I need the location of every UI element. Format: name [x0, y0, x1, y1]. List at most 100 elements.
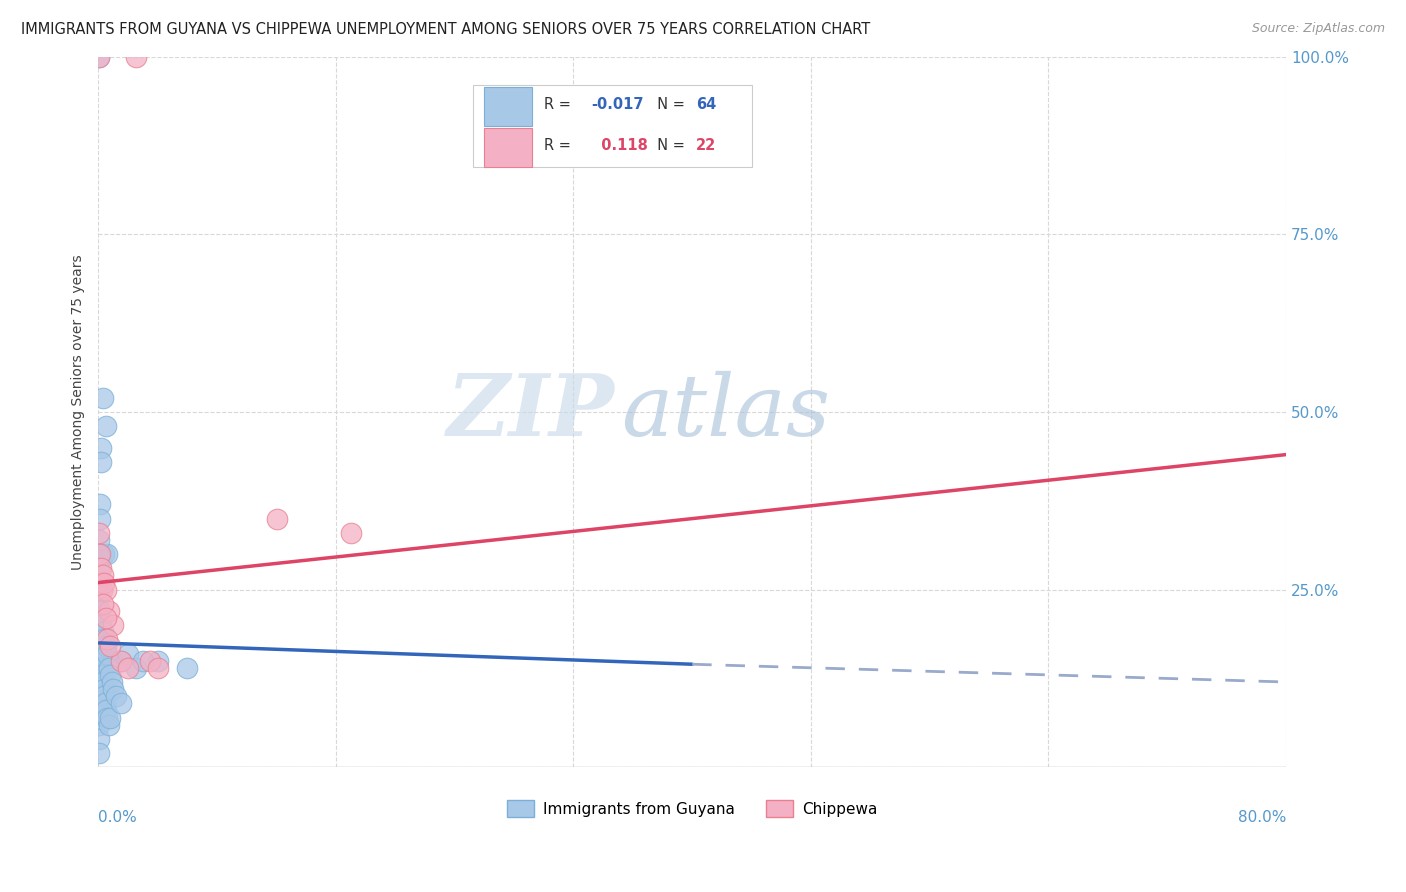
- Point: [93, 682, 115, 697]
- Point: [91, 654, 114, 668]
- Text: atlas: atlas: [621, 371, 830, 453]
- Point: [90, 661, 112, 675]
- Point: [94, 696, 117, 710]
- Point: [89, 661, 111, 675]
- Point: [124, 661, 146, 675]
- Point: [91, 597, 114, 611]
- Point: [117, 647, 139, 661]
- Point: [89, 50, 111, 64]
- Point: [89, 618, 111, 632]
- Point: [89, 497, 111, 511]
- Point: [90, 561, 112, 575]
- Point: [89, 604, 111, 618]
- Text: ZIP: ZIP: [447, 370, 614, 454]
- Point: [93, 575, 115, 590]
- Point: [90, 575, 112, 590]
- Point: [97, 604, 120, 618]
- FancyBboxPatch shape: [485, 87, 531, 126]
- Point: [96, 547, 118, 561]
- Text: 22: 22: [696, 137, 716, 153]
- FancyBboxPatch shape: [472, 85, 752, 167]
- Text: 0.118: 0.118: [592, 137, 648, 153]
- Text: -0.017: -0.017: [592, 97, 644, 112]
- Point: [110, 654, 132, 668]
- Point: [89, 618, 111, 632]
- Point: [89, 575, 111, 590]
- Point: [89, 590, 111, 604]
- Point: [103, 654, 125, 668]
- Point: [91, 625, 114, 640]
- Point: [89, 661, 111, 675]
- Point: [98, 640, 121, 654]
- Point: [266, 511, 288, 525]
- Point: [89, 50, 111, 64]
- Point: [89, 632, 111, 647]
- Point: [91, 391, 114, 405]
- Point: [90, 618, 112, 632]
- Point: [89, 533, 111, 547]
- Text: 0.0%: 0.0%: [98, 810, 138, 825]
- Text: R =: R =: [544, 137, 575, 153]
- FancyBboxPatch shape: [485, 128, 531, 167]
- Point: [97, 661, 120, 675]
- Point: [89, 675, 111, 690]
- Point: [91, 568, 114, 582]
- Y-axis label: Unemployment Among Seniors over 75 years: Unemployment Among Seniors over 75 years: [72, 254, 86, 570]
- Point: [339, 525, 361, 540]
- Point: [89, 675, 111, 690]
- Point: [89, 746, 111, 760]
- Point: [146, 654, 169, 668]
- Point: [89, 690, 111, 704]
- Point: [101, 675, 124, 690]
- Point: [94, 640, 117, 654]
- Point: [93, 690, 115, 704]
- Point: [94, 582, 117, 597]
- Point: [132, 654, 155, 668]
- Text: 64: 64: [696, 97, 716, 112]
- Text: 80.0%: 80.0%: [1237, 810, 1286, 825]
- Point: [117, 661, 139, 675]
- Point: [89, 703, 111, 717]
- Point: [89, 731, 111, 746]
- Point: [89, 647, 111, 661]
- Point: [139, 654, 162, 668]
- Point: [93, 547, 115, 561]
- Point: [89, 717, 111, 731]
- Point: [89, 632, 111, 647]
- Point: [96, 647, 118, 661]
- Point: [91, 647, 114, 661]
- Point: [98, 710, 121, 724]
- Text: N =: N =: [648, 97, 690, 112]
- Point: [89, 604, 111, 618]
- Point: [103, 682, 125, 697]
- Point: [90, 632, 112, 647]
- Text: R =: R =: [544, 97, 575, 112]
- Point: [146, 661, 169, 675]
- Point: [110, 696, 132, 710]
- Point: [94, 419, 117, 434]
- Point: [89, 511, 111, 525]
- Point: [89, 561, 111, 575]
- Point: [176, 661, 198, 675]
- Point: [124, 50, 146, 64]
- Text: Source: ZipAtlas.com: Source: ZipAtlas.com: [1251, 22, 1385, 36]
- Point: [98, 668, 121, 682]
- Point: [90, 441, 112, 455]
- Point: [89, 647, 111, 661]
- Point: [97, 717, 120, 731]
- Point: [89, 547, 111, 561]
- Point: [91, 675, 114, 690]
- Text: IMMIGRANTS FROM GUYANA VS CHIPPEWA UNEMPLOYMENT AMONG SENIORS OVER 75 YEARS CORR: IMMIGRANTS FROM GUYANA VS CHIPPEWA UNEMP…: [21, 22, 870, 37]
- Point: [94, 703, 117, 717]
- Point: [90, 455, 112, 469]
- Point: [110, 654, 132, 668]
- Text: N =: N =: [648, 137, 690, 153]
- Point: [105, 690, 128, 704]
- Point: [93, 632, 115, 647]
- Point: [90, 640, 112, 654]
- Point: [89, 690, 111, 704]
- Point: [103, 618, 125, 632]
- Point: [89, 547, 111, 561]
- Point: [91, 668, 114, 682]
- Point: [96, 632, 118, 647]
